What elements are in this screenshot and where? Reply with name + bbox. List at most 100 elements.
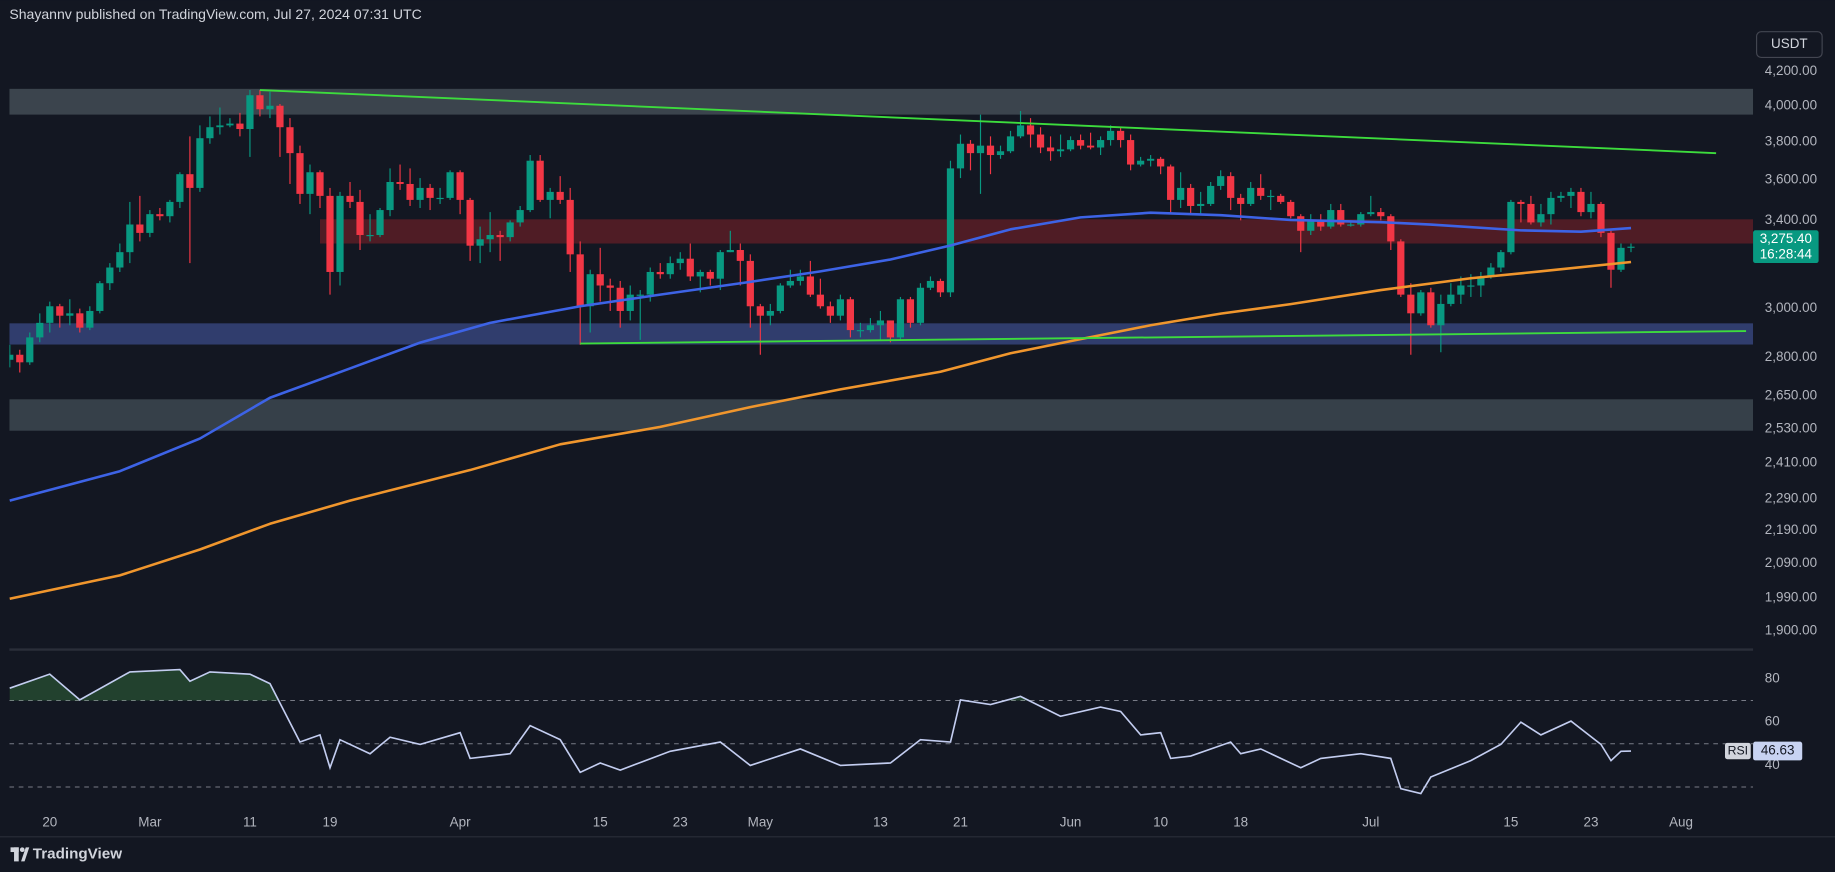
y-tick-label: 2,290.00 <box>1765 491 1817 506</box>
candle-body <box>1347 224 1355 226</box>
candle-body <box>1217 176 1225 186</box>
y-tick-label: 3,000.00 <box>1765 300 1817 315</box>
candle-body <box>1377 212 1385 217</box>
publisher-line: Shayannv published on TradingView.com, J… <box>9 6 421 22</box>
candle-body <box>516 210 524 223</box>
tv-logo <box>10 847 30 862</box>
y-tick-label: 2,800.00 <box>1765 349 1817 364</box>
candle-body <box>306 172 314 194</box>
y-tick-label: 3,800.00 <box>1765 133 1817 148</box>
candle-body <box>1427 292 1435 326</box>
candle-body <box>936 280 945 293</box>
candle-body <box>286 127 294 154</box>
candle-body <box>176 174 184 202</box>
candle-body <box>536 160 544 200</box>
candle-body <box>1457 285 1465 295</box>
candle-body <box>206 127 214 139</box>
candle-body <box>196 138 204 188</box>
candle-body <box>236 123 244 130</box>
candle-body <box>1257 187 1265 196</box>
candle-body <box>886 320 895 338</box>
x-tick-label: 20 <box>42 814 57 829</box>
rsi-value: 46.63 <box>1761 743 1795 758</box>
candle-body <box>416 187 424 200</box>
candle-body <box>246 95 254 130</box>
candle-body <box>146 214 154 233</box>
trend-line <box>259 89 1717 155</box>
candle-body <box>756 306 764 316</box>
candle-body <box>216 125 224 128</box>
y-tick-label: 2,410.00 <box>1765 455 1817 470</box>
candle-body <box>1547 197 1555 215</box>
footer-brand: TradingView <box>33 845 122 862</box>
candle-body <box>596 274 604 286</box>
y-tick-label: 4,200.00 <box>1765 63 1817 78</box>
candle-body <box>1557 195 1565 198</box>
candle-body <box>1467 285 1475 287</box>
candle-body <box>876 320 885 326</box>
candle-body <box>436 197 444 200</box>
candle-body <box>1537 214 1545 223</box>
candle-body <box>806 276 814 295</box>
rsi-name: RSI <box>1728 743 1748 757</box>
candle-body <box>1227 176 1235 198</box>
candle-body <box>946 168 955 293</box>
moving-average <box>9 211 1632 502</box>
candle-body <box>166 201 174 217</box>
candle-body <box>486 235 494 240</box>
candle-body <box>1076 140 1085 146</box>
candle-body <box>626 294 634 311</box>
x-tick-label: 21 <box>953 814 968 829</box>
candle-body <box>356 201 364 236</box>
rsi-name-tag <box>1724 742 1751 760</box>
candle-body <box>776 285 784 311</box>
candle-body <box>336 195 344 272</box>
candle-body <box>636 294 644 296</box>
candle-body <box>96 283 104 311</box>
currency-box[interactable] <box>1756 31 1823 58</box>
candle-body <box>1197 203 1205 206</box>
candle-body <box>36 322 44 338</box>
candle-body <box>1167 166 1175 200</box>
candle-body <box>586 274 594 307</box>
candle-body <box>956 143 965 169</box>
x-tick-label: Aug <box>1669 814 1693 829</box>
x-tick-label: 23 <box>1583 814 1598 829</box>
candle-body <box>1357 214 1365 225</box>
candle-body <box>1587 203 1595 213</box>
candle-body <box>976 145 985 154</box>
x-tick-label: 23 <box>673 814 688 829</box>
candle-body <box>1447 294 1455 304</box>
candle-body <box>746 260 754 307</box>
candle-body <box>1267 195 1275 198</box>
candle-body <box>846 299 855 331</box>
candle-body <box>786 280 794 286</box>
candle-body <box>1337 210 1345 225</box>
y-tick-label: 2,190.00 <box>1765 522 1817 537</box>
candle-body <box>136 224 144 233</box>
candle-body <box>346 195 354 202</box>
y-tick-label: 2,090.00 <box>1765 555 1817 570</box>
currency: USDT <box>1771 36 1808 51</box>
countdown: 16:28:44 <box>1760 246 1813 261</box>
candle-body <box>696 271 704 277</box>
candle-body <box>1477 276 1485 286</box>
candle-body <box>1016 125 1025 137</box>
candle-body <box>546 191 554 200</box>
candle-body <box>16 354 24 363</box>
candle-body <box>646 271 654 295</box>
x-tick-label: Jun <box>1060 814 1082 829</box>
candle-body <box>1036 134 1045 148</box>
x-tick-label: May <box>748 814 774 829</box>
candle-body <box>926 280 935 288</box>
trend-line <box>580 330 1747 345</box>
candle-body <box>406 183 414 200</box>
candle-body <box>1187 187 1195 206</box>
candle-body <box>1066 140 1075 150</box>
candle-body <box>1627 246 1635 248</box>
candle-body <box>9 354 14 360</box>
candle-body <box>966 143 975 154</box>
candle-body <box>326 195 334 272</box>
y-tick-label: 2,530.00 <box>1765 420 1817 435</box>
